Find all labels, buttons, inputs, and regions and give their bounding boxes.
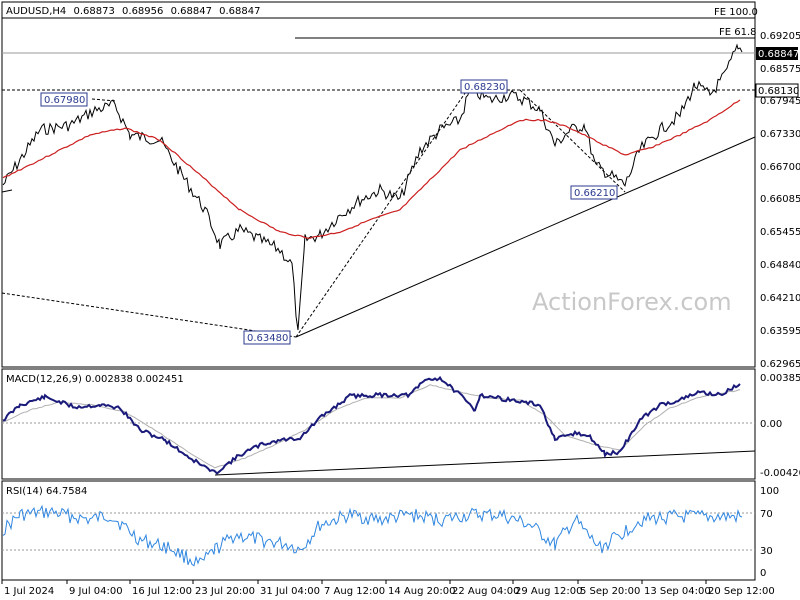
rsi-axis: 100 70 30 0 [760,486,779,579]
time-tick-label: 7 Aug 12:00 [324,586,385,597]
rsi-tick-label: 100 [760,486,779,497]
macd-tick-label: 0.003852 [760,373,800,384]
macd-tick-label: 0.00 [760,419,782,430]
price-tick-label: 0.64840 [760,260,800,271]
macd-trendline [214,450,756,476]
price-tick-label: 0.63595 [760,326,800,337]
price-tick-label: 0.62965 [760,359,800,370]
price-tick-label: 0.69205 [760,31,800,42]
fe-100-label: FE 100.0 [714,7,758,18]
watermark: ActionForex.com [532,288,732,316]
macd-series [2,375,741,475]
main-title: AUDUSD,H4 0.68873 0.68956 0.68847 0.6884… [6,6,260,17]
left-edge-tick [1,189,13,193]
trendline-dashed-rise [295,85,471,338]
svg-text:0.68847: 0.68847 [758,49,799,60]
svg-text:0.68130: 0.68130 [758,86,799,97]
macd-axis: 0.003852 0.00 -0.004204 [760,373,800,479]
price-axis: 0.69205 0.68575 0.67945 0.67330 0.66700 0.660… [760,31,800,370]
svg-text:0.67980: 0.67980 [44,95,85,106]
price-tick-label: 0.68575 [760,64,800,75]
time-tick-label: 13 Sep 04:00 [644,586,711,597]
time-tick-label: 31 Jul 04:00 [260,586,320,597]
time-tick-label: 5 Sep 20:00 [580,586,640,597]
svg-text:0.66210: 0.66210 [574,188,615,199]
rsi-title: RSI(14) 64.7584 [6,486,87,497]
time-tick-label: 9 Jul 04:00 [69,586,123,597]
time-axis: 1 Jul 2024 9 Jul 04:00 16 Jul 12:00 23 Jul … [1,580,775,597]
rsi-panel-frame [1,480,756,581]
trendline-support [295,136,756,338]
rsi-tick-label: 70 [760,509,773,520]
ohlc-high: 0.68956 [122,6,163,17]
ohlc-low: 0.68847 [171,6,212,17]
fe-618-label: FE 61.8 [719,27,757,38]
rsi-series [2,504,743,567]
time-tick-label: 14 Aug 20:00 [388,586,455,597]
svg-text:0.68230: 0.68230 [464,82,505,93]
svg-text:0.63480: 0.63480 [247,333,288,344]
rsi-tick-label: 0 [760,568,766,579]
time-tick-label: 16 Jul 12:00 [132,586,192,597]
time-tick-label: 23 Jul 20:00 [195,586,255,597]
level-label-067980: 0.67980 [40,92,88,107]
macd-tick-label: -0.004204 [760,468,800,479]
price-tick-label: 0.66085 [760,194,800,205]
macd-panel-frame [1,368,756,480]
macd-title: MACD(12,26,9) 0.002838 0.002451 [6,374,184,385]
symbol-label: AUDUSD,H4 [6,6,66,17]
price-tick-label: 0.67945 [760,96,800,107]
level-label-066210: 0.66210 [570,185,618,200]
trendline-dashed-left [1,292,297,338]
rsi-tick-label: 30 [760,546,773,557]
level-label-068230: 0.68230 [460,79,508,94]
price-tick-label: 0.65455 [760,227,800,238]
price-tick-label: 0.67330 [760,129,800,140]
time-tick-label: 29 Aug 12:00 [515,586,582,597]
main-panel-frame [1,1,756,368]
ma-series [2,99,741,239]
time-tick-label: 20 Sep 12:00 [708,586,775,597]
current-price-tag: 0.68847 [756,47,799,60]
trendline-dashed-drop [519,89,626,193]
price-series [2,43,743,331]
price-tick-label: 0.64210 [760,293,800,304]
price-tick-label: 0.66700 [760,162,800,173]
ohlc-open: 0.68873 [73,6,114,17]
level-price-tag: 0.68130 [755,83,799,98]
level-label-063480: 0.63480 [243,330,291,345]
ohlc-close: 0.68847 [219,6,260,17]
time-tick-label: 1 Jul 2024 [4,586,54,597]
time-tick-label: 22 Aug 04:00 [452,586,519,597]
